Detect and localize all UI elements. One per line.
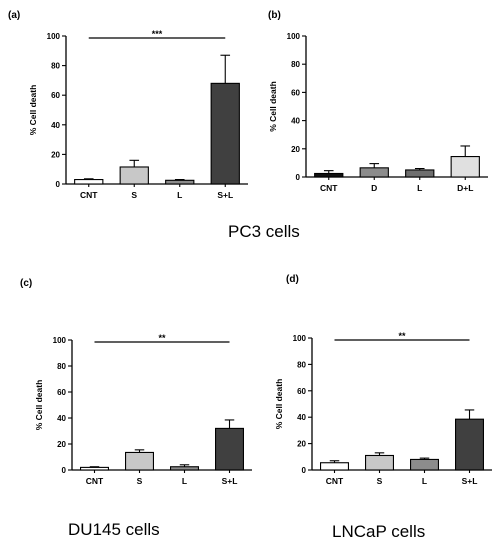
bar [210,82,240,185]
y-tick-label: 20 [57,440,66,449]
bar [79,466,109,471]
bar [405,169,435,178]
bar [359,167,389,178]
y-tick-label: 60 [57,388,66,397]
caption-du145: DU145 cells [68,520,160,539]
significance-label: ** [398,331,406,341]
y-tick-label: 60 [291,88,300,97]
x-tick-label: CNT [326,476,344,486]
panel-letter: (a) [8,10,21,21]
x-tick-label: CNT [80,190,98,200]
bar [314,172,344,178]
x-tick-label: S [137,476,143,486]
x-tick-label: L [417,183,422,193]
y-tick-label: 40 [51,121,60,130]
y-axis-title: % Cell death [34,380,44,431]
chart-panel-a: 0 20 40 60 80 100 % Cell death CNT S L S+L *** [18,22,258,212]
bar [365,454,395,471]
x-tick-label: L [182,476,187,486]
chart-a-svg: 0 20 40 60 80 100 % Cell death CNT S L S+L *** [28,29,248,200]
bar [170,466,200,471]
x-tick-label: L [422,476,427,486]
x-tick-label: S+L [222,476,238,486]
y-axis-title: % Cell death [274,379,284,430]
y-tick-label: 100 [47,32,61,41]
x-tick-label: S+L [462,476,478,486]
bar [410,458,440,471]
y-tick-label: 40 [297,413,306,422]
x-tick-label: L [177,190,182,200]
bar [119,166,149,185]
x-tick-label: D+L [457,183,473,193]
x-tick-label: S [131,190,137,200]
significance-label: ** [158,333,166,343]
y-axis-title: % Cell death [28,85,38,136]
y-tick-label: 20 [51,150,60,159]
caption-lncap: LNCaP cells [332,522,426,541]
y-tick-label: 0 [56,180,61,189]
y-tick-label: 60 [51,91,60,100]
bar [215,427,245,471]
y-tick-label: 80 [297,360,306,369]
y-tick-label: 0 [296,173,301,182]
panel-letter: (b) [268,10,281,21]
y-tick-label: 100 [287,32,301,41]
chart-d-svg: 0 20 40 60 80 100 % Cell death CNT S L S+L ** [274,331,492,486]
panel-letter: (d) [286,274,299,285]
y-tick-label: 20 [291,145,300,154]
bar [450,156,480,178]
x-tick-label: CNT [320,183,338,193]
chart-panel-d: 0 20 40 60 80 100 % Cell death CNT S L S+L ** [258,326,499,498]
chart-c-svg: 0 20 40 60 80 100 % Cell death CNT S L S+L ** [34,333,252,486]
bar [74,179,104,185]
y-tick-label: 100 [53,336,67,345]
y-axis-title: % Cell death [268,81,278,132]
y-tick-label: 80 [51,62,60,71]
bar [319,462,349,471]
y-tick-label: 80 [291,60,300,69]
y-tick-label: 60 [297,387,306,396]
y-tick-label: 100 [293,334,307,343]
x-tick-label: S+L [217,190,233,200]
chart-b-svg: 0 20 40 60 80 100 % Cell death CNT D L D+L [268,32,488,193]
significance-label: *** [152,29,163,39]
caption-pc3: PC3 cells [228,222,300,241]
bar [165,179,195,185]
y-tick-label: 40 [291,117,300,126]
bar [125,451,155,471]
chart-panel-b: 0 20 40 60 80 100 % Cell death CNT D L D+L [258,22,498,207]
x-tick-label: D [371,183,377,193]
y-tick-label: 80 [57,362,66,371]
y-tick-label: 0 [302,466,307,475]
x-tick-label: CNT [86,476,104,486]
panel-letter: (c) [20,278,33,289]
y-tick-label: 40 [57,414,66,423]
x-tick-label: S [377,476,383,486]
y-tick-label: 20 [297,440,306,449]
chart-panel-c: 0 20 40 60 80 100 % Cell death CNT S L S+L ** [24,328,264,500]
y-tick-label: 0 [62,466,67,475]
bar [455,418,485,471]
